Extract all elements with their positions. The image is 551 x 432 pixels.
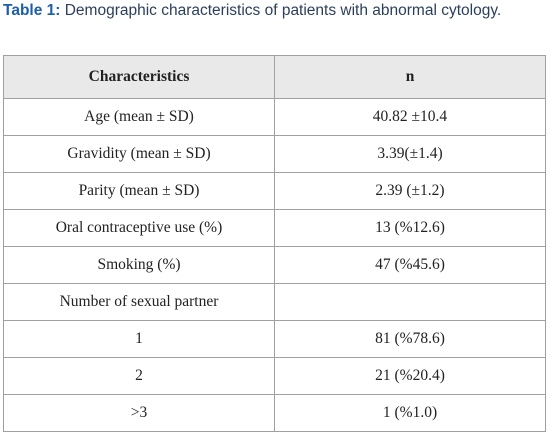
table-cell: 1 (%1.0) (274, 394, 546, 432)
table-cell: 2.39 (±1.2) (274, 172, 546, 210)
empty-cell (274, 283, 546, 321)
table-cell: 13 (%12.6) (274, 209, 546, 247)
table-row: Smoking (%) 47 (%45.6) (3, 246, 546, 284)
caption-label: Table 1: (3, 2, 61, 19)
table-row: >3 1 (%1.0) (3, 394, 546, 432)
data-table: Characteristics n Age (mean ± SD) 40.82 ±1… (3, 55, 546, 432)
table-row: 1 81 (%78.6) (3, 320, 546, 358)
table-cell: Age (mean ± SD) (3, 98, 275, 136)
header-cell: n (274, 55, 546, 99)
table-cell: Number of sexual partner (3, 283, 275, 321)
table-cell: Gravidity (mean ± SD) (3, 135, 275, 173)
table-row: Number of sexual partner (3, 283, 546, 321)
table-row: Age (mean ± SD) 40.82 ±10.4 (3, 98, 546, 136)
table-cell: 81 (%78.6) (274, 320, 546, 358)
table-cell: 3.39(±1.4) (274, 135, 546, 173)
table-cell: 47 (%45.6) (274, 246, 546, 284)
table-cell: 2 (3, 357, 275, 395)
table-row: 2 21 (%20.4) (3, 357, 546, 395)
caption-text: Demographic characteristics of patients … (64, 2, 502, 19)
table-cell: 21 (%20.4) (274, 357, 546, 395)
table-cell: 1 (3, 320, 275, 358)
table-row: Parity (mean ± SD) 2.39 (±1.2) (3, 172, 546, 210)
table-cell: 40.82 ±10.4 (274, 98, 546, 136)
table-cell: Oral contraceptive use (%) (3, 209, 275, 247)
header-row: Characteristics n (3, 55, 546, 99)
table-cell: Parity (mean ± SD) (3, 172, 275, 210)
table-cell: Smoking (%) (3, 246, 275, 284)
table-row: Gravidity (mean ± SD) 3.39(±1.4) (3, 135, 546, 173)
table-cell: >3 (3, 394, 275, 432)
header-cell: Characteristics (3, 55, 275, 99)
table-caption: Table 1: Demographic characteristics of … (3, 1, 546, 20)
table-row: Oral contraceptive use (%) 13 (%12.6) (3, 209, 546, 247)
